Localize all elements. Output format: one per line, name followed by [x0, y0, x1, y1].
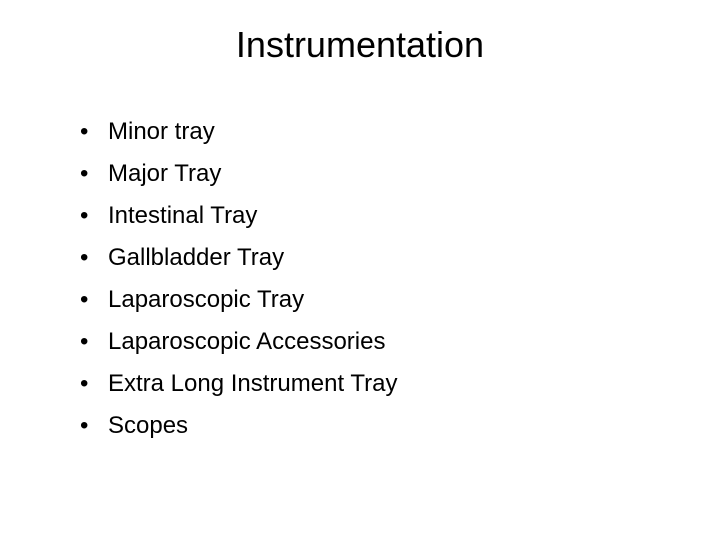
- list-item: Major Tray: [80, 156, 660, 192]
- list-item: Laparoscopic Tray: [80, 282, 660, 318]
- list-item: Scopes: [80, 408, 660, 444]
- list-item-text: Laparoscopic Tray: [108, 286, 304, 313]
- slide: Instrumentation Minor tray Major Tray In…: [0, 0, 720, 540]
- list-item-text: Minor tray: [108, 118, 215, 145]
- list-item-text: Intestinal Tray: [108, 202, 257, 229]
- list-item: Intestinal Tray: [80, 198, 660, 234]
- list-item-text: Gallbladder Tray: [108, 244, 284, 271]
- list-item-text: Extra Long Instrument Tray: [108, 370, 397, 397]
- list-item: Extra Long Instrument Tray: [80, 366, 660, 402]
- list-item: Gallbladder Tray: [80, 240, 660, 276]
- list-item: Minor tray: [80, 114, 660, 150]
- list-item: Laparoscopic Accessories: [80, 324, 660, 360]
- list-item-text: Laparoscopic Accessories: [108, 328, 385, 355]
- bullet-list: Minor tray Major Tray Intestinal Tray Ga…: [60, 114, 660, 444]
- slide-title: Instrumentation: [60, 24, 660, 66]
- list-item-text: Scopes: [108, 412, 188, 439]
- list-item-text: Major Tray: [108, 160, 221, 187]
